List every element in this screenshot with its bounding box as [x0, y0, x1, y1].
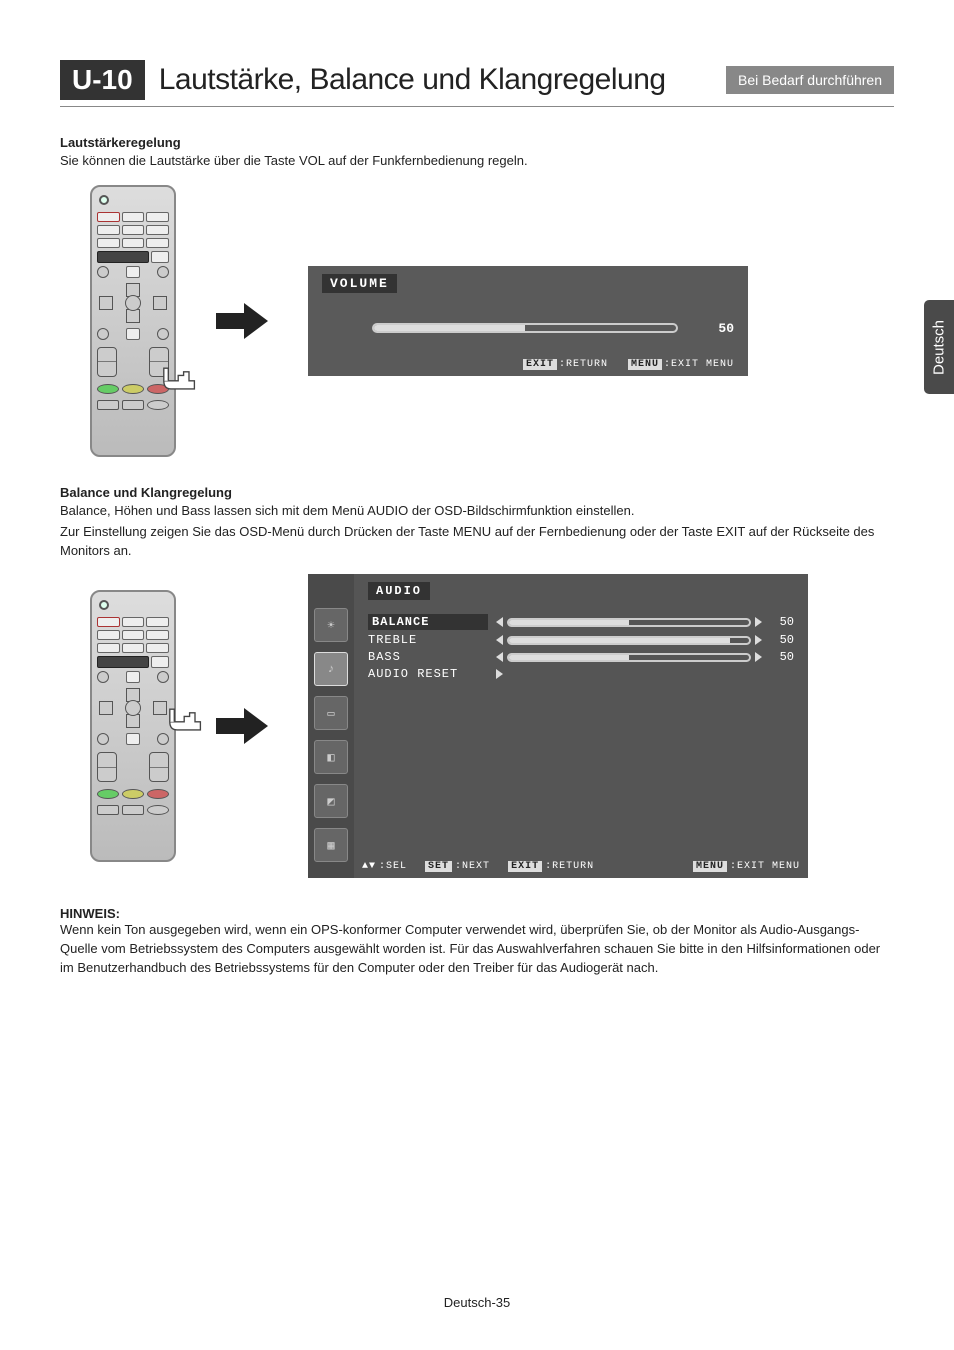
multi-icon: ▦ — [314, 828, 348, 862]
title-side-note: Bei Bedarf durchführen — [726, 66, 894, 94]
osd-vol-exit: EXIT:RETURN — [523, 359, 608, 370]
osd-volume-fill — [374, 325, 525, 331]
osd-audio-row-name: TREBLE — [368, 633, 488, 647]
hint-text: Wenn kein Ton ausgegeben wird, wenn ein … — [60, 921, 894, 978]
audio-icon: ♪ — [314, 652, 348, 686]
pip-icon: ◧ — [314, 740, 348, 774]
osd-audio-sidebar: ☀ ♪ ▭ ◧ ◩ ▦ — [308, 574, 354, 878]
osd-audio-row: AUDIO RESET — [368, 667, 794, 681]
schedule-icon: ▭ — [314, 696, 348, 730]
osd-audio-row-slider: 50 — [496, 650, 794, 664]
figure-audio: ☀ ♪ ▭ ◧ ◩ ▦ AUDIO BALANCE 50 TREBLE 50 BASS 5… — [90, 574, 894, 878]
section2-text2: Zur Einstellung zeigen Sie das OSD-Menü … — [60, 523, 894, 561]
page-title-row: U-10 Lautstärke, Balance und Klangregelu… — [60, 60, 894, 107]
osd-audio-row: TREBLE 50 — [368, 633, 794, 647]
osd-volume-panel: VOLUME 50 EXIT:RETURN MENU:EXIT MENU — [308, 266, 748, 376]
figure-volume: VOLUME 50 EXIT:RETURN MENU:EXIT MENU — [90, 185, 894, 457]
osd-sel: ▲▼:SEL — [362, 861, 407, 872]
osd-set: SET:NEXT — [425, 861, 490, 872]
osd-audio-row-name: BALANCE — [368, 614, 488, 630]
osd-exit: EXIT:RETURN — [508, 861, 594, 872]
osd-menu: MENU:EXIT MENU — [693, 861, 800, 872]
section2-heading: Balance und Klangregelung — [60, 485, 894, 500]
osd-audio-row-slider: 50 — [496, 633, 794, 647]
arrow-right-icon — [212, 704, 272, 748]
arrow-right-icon — [212, 299, 272, 343]
osd-audio-panel: ☀ ♪ ▭ ◧ ◩ ▦ AUDIO BALANCE 50 TREBLE 50 BASS 5… — [308, 574, 808, 878]
osd-audio-row: BALANCE 50 — [368, 614, 794, 630]
section1-text: Sie können die Lautstärke über die Taste… — [60, 152, 894, 171]
pointer-hand-icon — [168, 706, 204, 734]
hint-label: HINWEIS: — [60, 906, 120, 921]
remote-illustration-2 — [90, 590, 176, 862]
brightness-icon: ☀ — [314, 608, 348, 642]
osd-audio-footer: ▲▼:SEL SET:NEXT EXIT:RETURN MENU:EXIT ME… — [362, 861, 800, 872]
page-title: Lautstärke, Balance und Klangregelung — [159, 63, 712, 97]
osd-icon: ◩ — [314, 784, 348, 818]
osd-audio-row-name: BASS — [368, 650, 488, 664]
osd-audio-title: AUDIO — [368, 582, 430, 600]
osd-volume-label: VOLUME — [322, 274, 397, 293]
language-tab: Deutsch — [924, 300, 954, 394]
section-number-badge: U-10 — [60, 60, 145, 100]
section2-text1: Balance, Höhen und Bass lassen sich mit … — [60, 502, 894, 521]
pointer-hand-icon — [162, 365, 198, 393]
section1-heading: Lautstärkeregelung — [60, 135, 894, 150]
page-footer: Deutsch-35 — [0, 1295, 954, 1310]
osd-volume-value: 50 — [698, 321, 734, 336]
osd-vol-menu: MENU:EXIT MENU — [628, 359, 734, 370]
osd-volume-bar — [372, 323, 678, 333]
osd-audio-row-slider — [496, 669, 794, 679]
remote-illustration-1 — [90, 185, 176, 457]
osd-audio-row-name: AUDIO RESET — [368, 667, 488, 681]
osd-audio-row: BASS 50 — [368, 650, 794, 664]
osd-audio-row-slider: 50 — [496, 615, 794, 629]
